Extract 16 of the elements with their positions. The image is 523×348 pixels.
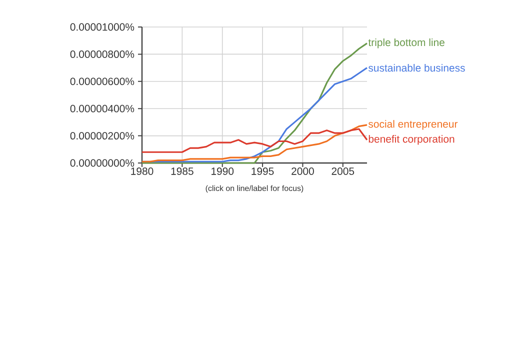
y-tick-label: 0.00000400% [70, 104, 134, 112]
series-label: sustainable business [368, 64, 465, 72]
y-tick-label: 0.00000600% [70, 78, 134, 86]
x-tick-label: 1990 [212, 168, 234, 175]
y-tick-label: 0.00000800% [70, 50, 134, 58]
x-tick-label: 2000 [292, 168, 314, 175]
y-tick-label: 0.00001000% [70, 23, 134, 31]
series-label: triple bottom line [368, 38, 444, 48]
series-label: benefit corporation [368, 135, 454, 145]
series-label: social entrepreneur [368, 120, 458, 130]
x-tick-label: 1980 [131, 168, 154, 175]
x-tick-label: 2005 [332, 168, 354, 175]
x-tick-label: 1985 [171, 168, 194, 175]
x-tick-label: 1995 [252, 168, 274, 175]
y-tick-label: 0.00000200% [70, 132, 134, 140]
y-tick-label: 0.00000000% [70, 159, 134, 167]
